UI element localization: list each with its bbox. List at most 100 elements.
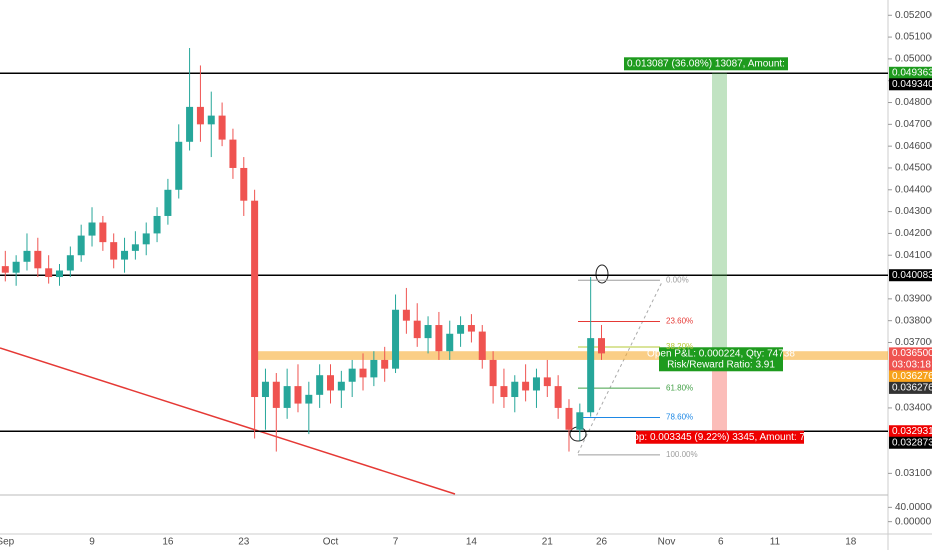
- candle-body: [283, 386, 291, 408]
- candle-body: [131, 244, 139, 251]
- profit-zone: [712, 72, 727, 359]
- candle-body: [142, 233, 150, 245]
- candle-body: [251, 200, 259, 398]
- candle-body: [99, 222, 107, 243]
- fib-label: 0.00%: [666, 275, 689, 284]
- candle-body: [229, 139, 237, 168]
- x-tick-label: 9: [89, 537, 95, 548]
- candle-body: [337, 381, 345, 391]
- candle-body: [500, 386, 508, 398]
- candle-body: [196, 106, 204, 125]
- indicator-tick-label: 40.00000: [895, 502, 932, 513]
- x-tick-label: 26: [596, 537, 608, 548]
- candle-body: [66, 255, 74, 271]
- indicator-tick-label: 0.00000: [895, 516, 932, 527]
- y-tick-label: 0.031000: [895, 468, 932, 479]
- stop-label-box: [636, 430, 804, 444]
- x-tick-label: 21: [542, 537, 554, 548]
- candle-body: [457, 325, 465, 334]
- fib-label: 78.60%: [666, 413, 693, 422]
- candle-body: [305, 394, 313, 404]
- x-tick-label: 11: [770, 537, 781, 548]
- price-label: 0.040083: [892, 270, 932, 281]
- candle-body: [77, 235, 85, 256]
- candle-body: [164, 189, 172, 216]
- candle-body: [218, 115, 226, 140]
- fib-label: 100.00%: [666, 450, 698, 459]
- candle-body: [272, 381, 280, 408]
- candle-body: [511, 381, 519, 398]
- candle-body: [543, 377, 551, 387]
- x-tick-label: 14: [466, 537, 478, 548]
- candle-body: [12, 261, 20, 273]
- candle-body: [316, 375, 324, 395]
- candle-body: [587, 338, 595, 413]
- candle-body: [446, 333, 454, 352]
- fib-label: 23.60%: [666, 317, 693, 326]
- price-label: 0.036276: [892, 383, 932, 394]
- candle-body: [56, 270, 63, 278]
- price-label-box: [889, 66, 932, 79]
- candle-body: [554, 386, 562, 408]
- x-tick-label: 16: [162, 537, 174, 548]
- price-label: 0.049340: [892, 79, 932, 90]
- candle-body: [23, 250, 31, 262]
- fib-trend: [577, 281, 663, 454]
- candle-body: [359, 368, 367, 378]
- candle-body: [402, 309, 410, 321]
- price-label: 0.036276: [892, 371, 932, 382]
- candle-body: [294, 386, 302, 404]
- candle-body: [121, 250, 129, 260]
- candle-body: [186, 106, 194, 142]
- candle-body: [45, 268, 53, 278]
- pnl-label: Open P&L: 0.000224, Qty: 74738: [647, 348, 795, 359]
- candle-body: [565, 407, 573, 430]
- loss-zone: [712, 358, 727, 432]
- pnl-label-box: [659, 347, 783, 372]
- support-zone: [258, 351, 888, 360]
- candle-body: [413, 320, 421, 339]
- candle-body: [110, 242, 118, 260]
- price-label-box: [889, 78, 932, 91]
- candle-body: [424, 325, 432, 339]
- circle-drawing: [595, 264, 609, 284]
- candle-body: [1, 266, 9, 273]
- price-label: 0.036500: [892, 348, 932, 359]
- fib-label: 61.80%: [666, 383, 693, 392]
- price-label-box: [889, 347, 932, 360]
- x-tick-label: 23: [238, 537, 250, 548]
- price-label: 03:03:18: [892, 360, 931, 371]
- candle-body: [261, 381, 269, 398]
- candle-body: [478, 331, 486, 360]
- candle-body: [240, 167, 248, 201]
- price-label-box: [889, 436, 932, 449]
- x-tick-label: 18: [845, 537, 857, 548]
- candle-body: [489, 359, 497, 387]
- price-label: 0.049363: [892, 67, 932, 78]
- candle-body: [576, 412, 584, 430]
- price-label-box: [889, 370, 932, 383]
- candle-body: [467, 325, 475, 332]
- candle-body: [381, 359, 389, 369]
- price-label-box: [889, 381, 932, 394]
- price-label-box: [889, 425, 932, 438]
- pnl-label: Risk/Reward Ratio: 3.91: [667, 359, 775, 370]
- x-tick-label: Nov: [658, 537, 676, 548]
- candle-body: [435, 325, 443, 352]
- x-tick-label: 7: [393, 537, 399, 548]
- candle-body: [34, 250, 42, 269]
- candle-body: [207, 115, 215, 125]
